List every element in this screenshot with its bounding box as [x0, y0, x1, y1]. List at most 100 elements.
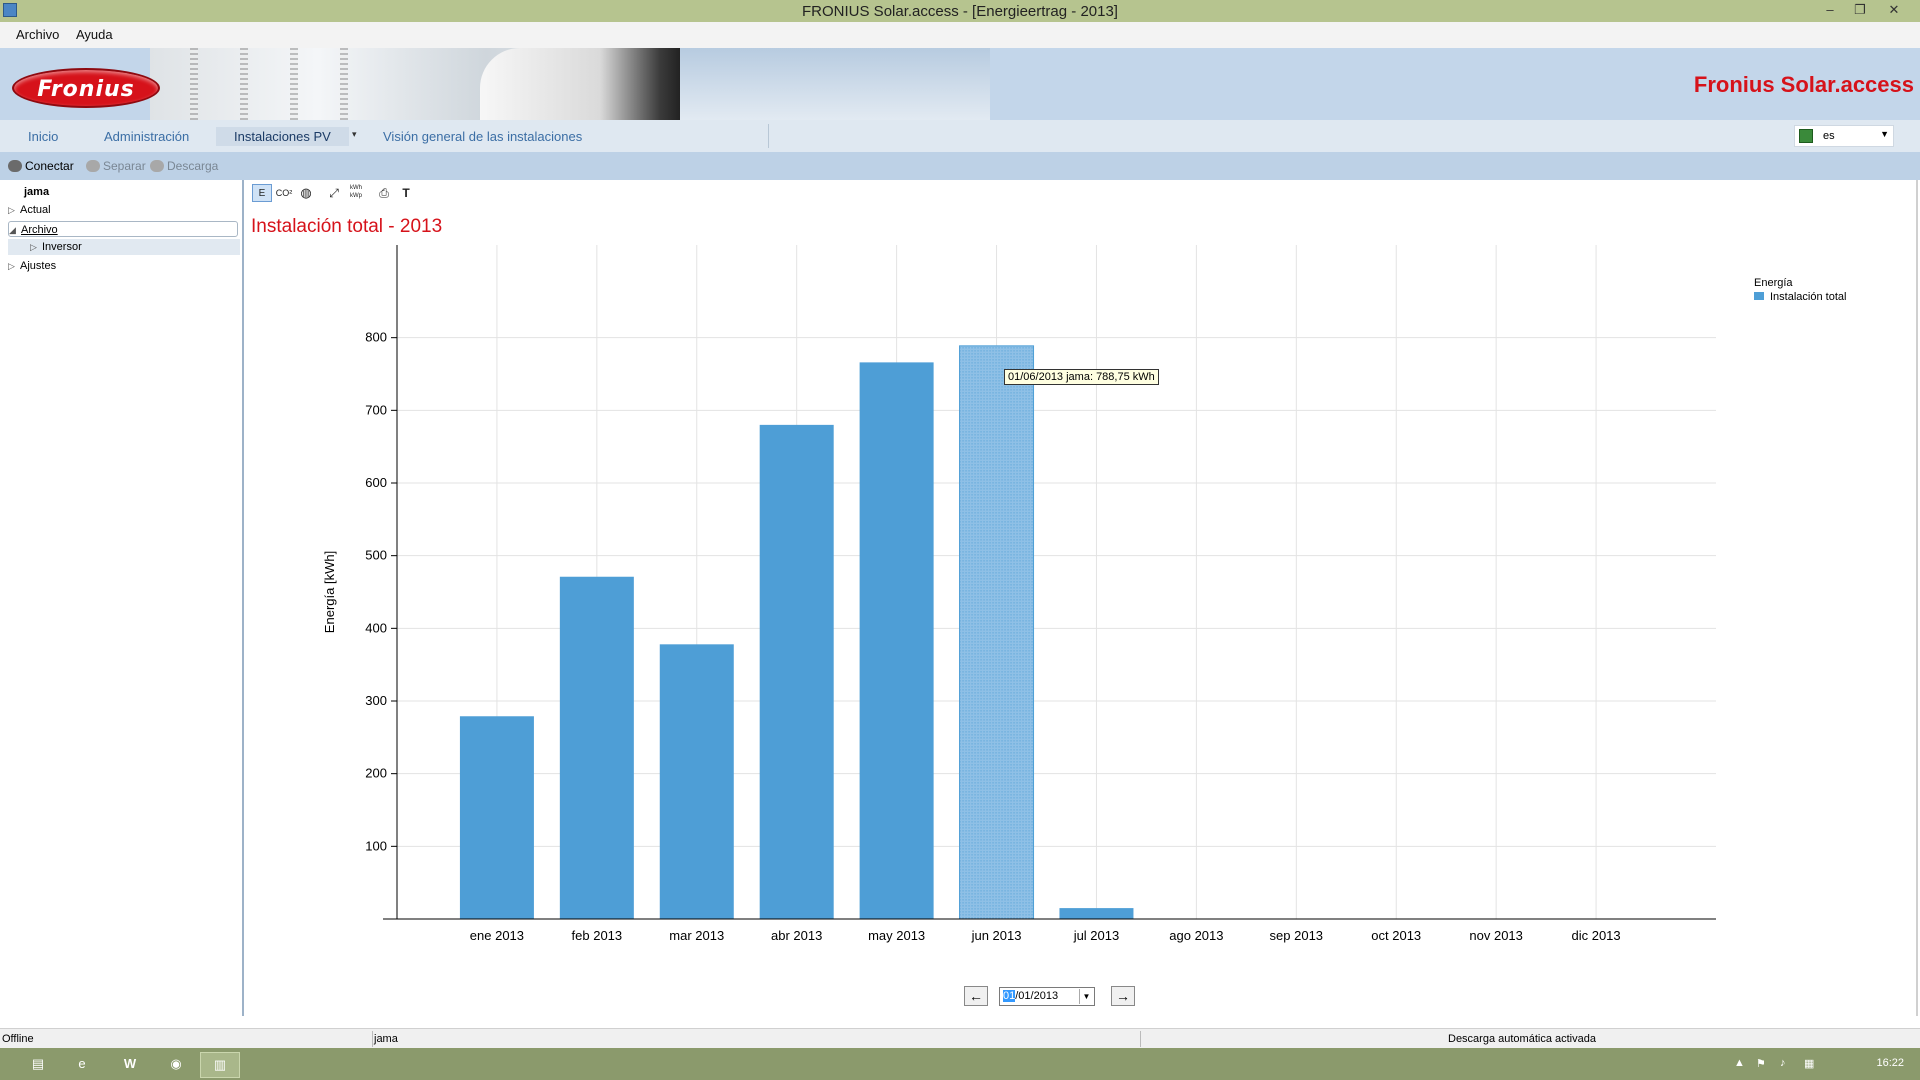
- tree-root[interactable]: jama: [24, 186, 50, 198]
- x-tick-label: dic 2013: [1571, 928, 1620, 943]
- bar: [559, 576, 634, 919]
- kwp-view-button[interactable]: kWh kWp: [350, 185, 362, 199]
- minimize-button[interactable]: –: [1826, 2, 1834, 17]
- banner-photo: [150, 48, 990, 120]
- connect-label: Conectar: [25, 159, 74, 173]
- nav-bar: Inicio Administración Instalaciones PV ▾…: [0, 120, 1920, 152]
- bar: [459, 716, 534, 919]
- disconnect-label: Separar: [103, 159, 146, 173]
- bar: [859, 362, 934, 919]
- app-icon: [3, 3, 17, 17]
- disconnect-button[interactable]: Separar: [86, 159, 146, 173]
- solar-access-taskbar-icon[interactable]: ▥: [200, 1052, 240, 1078]
- logo-text: Fronius: [37, 77, 135, 102]
- arrow-left-icon[interactable]: ←: [964, 986, 988, 1006]
- title-bar: FRONIUS Solar.access - [Energieertrag - …: [0, 0, 1920, 22]
- tree-item-actual[interactable]: ▷ Actual: [8, 202, 51, 218]
- tree-label-actual: Actual: [20, 204, 51, 216]
- x-tick-label: ago 2013: [1169, 928, 1223, 943]
- folder-icon[interactable]: ▤: [31, 1056, 45, 1071]
- tree-item-archivo[interactable]: ◢ Archivo: [8, 221, 238, 237]
- network-icon[interactable]: ▦: [1804, 1058, 1815, 1070]
- co2-view-button[interactable]: CO²: [275, 188, 293, 198]
- installation-status: jama: [374, 1033, 398, 1045]
- energy-chart-panel: E CO² ◍ ⤢ kWh kWp ⎙ T Instalación total …: [246, 180, 1918, 1016]
- banner: Fronius Fronius Solar.access: [0, 48, 1920, 120]
- nav-inicio[interactable]: Inicio: [28, 129, 59, 144]
- tree-label-ajustes: Ajustes: [20, 260, 57, 272]
- y-tick-label: 300: [365, 693, 387, 708]
- y-axis-label: Energía [kWh]: [322, 551, 337, 633]
- tree-label-archivo: Archivo: [21, 224, 58, 236]
- date-picker[interactable]: 01/01/2013 ▼: [999, 987, 1095, 1006]
- chevron-up-icon[interactable]: ▲: [1734, 1057, 1745, 1069]
- language-value: es: [1823, 130, 1835, 142]
- close-button[interactable]: ✕: [1888, 2, 1900, 17]
- chevron-down-icon: ▼: [1880, 129, 1889, 139]
- status-bar: Offline jama Descarga automática activad…: [0, 1028, 1920, 1048]
- volume-icon[interactable]: ♪: [1780, 1057, 1786, 1069]
- expand-icon[interactable]: ▷: [30, 242, 37, 252]
- x-tick-label: feb 2013: [572, 928, 623, 943]
- x-tick-label: sep 2013: [1270, 928, 1324, 943]
- phone-icon: [8, 160, 22, 172]
- connection-toolbar: Conectar Separar Descarga: [0, 152, 1920, 180]
- word-icon[interactable]: W: [123, 1056, 137, 1071]
- y-tick-label: 200: [365, 766, 387, 781]
- restore-button[interactable]: ❐: [1854, 2, 1866, 17]
- flag-icon[interactable]: ⚑: [1756, 1058, 1766, 1070]
- menu-archivo[interactable]: Archivo: [16, 27, 60, 42]
- connect-button[interactable]: Conectar: [8, 159, 74, 173]
- money-icon[interactable]: ◍: [300, 185, 312, 200]
- nav-instalaciones-pv[interactable]: Instalaciones PV: [216, 127, 349, 146]
- clock: 16:22: [1876, 1057, 1904, 1069]
- nav-divider: [768, 124, 769, 148]
- legend-heading: Energía: [1754, 277, 1793, 289]
- x-tick-label: abr 2013: [771, 928, 822, 943]
- expand-icon[interactable]: ▷: [8, 261, 15, 271]
- download-icon: [150, 160, 164, 172]
- browser-icon[interactable]: e: [78, 1056, 86, 1071]
- legend-entry: Instalación total: [1770, 291, 1847, 303]
- download-label: Descarga: [167, 159, 219, 173]
- language-select[interactable]: es ▼: [1794, 125, 1894, 147]
- menu-ayuda[interactable]: Ayuda: [76, 27, 113, 42]
- expand-icon[interactable]: ⤢: [329, 186, 339, 200]
- y-tick-label: 100: [365, 838, 387, 853]
- bar-chart: 100 200 300 400 500 600 700 800 ene 2013 feb 2013…: [322, 245, 1716, 943]
- legend-swatch: [1754, 292, 1764, 300]
- print-icon[interactable]: ⎙: [379, 186, 389, 200]
- fronius-logo: Fronius: [12, 68, 160, 108]
- table-view-button[interactable]: T: [402, 186, 410, 200]
- arrow-right-icon[interactable]: →: [1111, 986, 1135, 1006]
- collapse-icon[interactable]: ◢: [9, 225, 16, 235]
- x-tick-label: mar 2013: [669, 928, 724, 943]
- installation-tree: jama ▷ Actual ◢ Archivo ▷ Inversor ▷ Ajustes: [0, 180, 244, 1016]
- date-rest: /01/2013: [1015, 990, 1059, 1002]
- menu-bar: Archivo Ayuda: [0, 22, 1920, 48]
- expand-icon[interactable]: ▷: [8, 205, 15, 215]
- window-title: FRONIUS Solar.access - [Energieertrag - …: [802, 3, 1118, 20]
- nav-vision-general[interactable]: Visión general de las instalaciones: [383, 129, 583, 144]
- chevron-down-icon[interactable]: ▾: [352, 129, 357, 139]
- x-tick-label: jul 2013: [1073, 928, 1120, 943]
- y-tick-label: 400: [365, 620, 387, 635]
- brand-title: Fronius Solar.access: [1693, 72, 1914, 97]
- status-divider: [1140, 1031, 1141, 1047]
- y-tick-label: 800: [365, 330, 387, 345]
- tree-item-ajustes[interactable]: ▷ Ajustes: [8, 258, 56, 274]
- tree-item-inversor[interactable]: ▷ Inversor: [8, 239, 240, 255]
- media-icon[interactable]: ◉: [170, 1056, 182, 1071]
- chevron-down-icon[interactable]: ▼: [1079, 989, 1093, 1004]
- energy-view-button[interactable]: E: [252, 184, 272, 202]
- date-selected-part: 01: [1003, 990, 1016, 1002]
- download-button[interactable]: Descarga: [150, 159, 218, 173]
- bar: [1059, 908, 1134, 919]
- chart-legend: Energía Instalación total: [1754, 277, 1846, 303]
- unplug-icon: [86, 160, 100, 172]
- nav-administracion[interactable]: Administración: [104, 129, 190, 144]
- x-tick-label: ene 2013: [470, 928, 524, 943]
- y-tick-label: 700: [365, 402, 387, 417]
- bar: [759, 424, 834, 919]
- status-divider: [372, 1031, 373, 1047]
